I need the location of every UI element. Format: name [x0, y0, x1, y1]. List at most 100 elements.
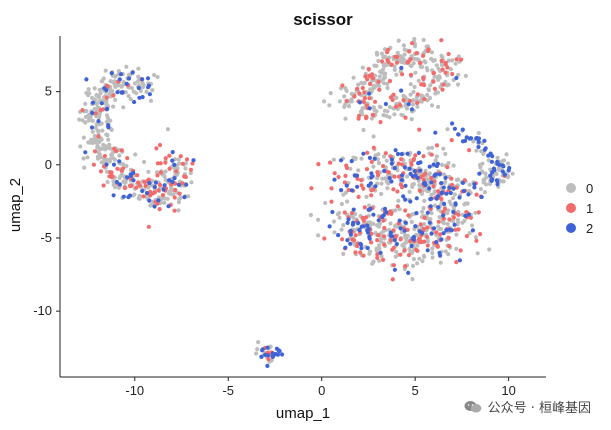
point-group-0	[376, 161, 381, 166]
point-group-1	[180, 161, 185, 166]
point-group-2	[156, 198, 161, 203]
point-group-2	[330, 209, 335, 215]
point-group-0	[323, 200, 328, 206]
point-group-0	[134, 91, 139, 96]
point-group-2	[120, 90, 125, 95]
point-group-1	[102, 153, 107, 159]
point-group-1	[439, 58, 444, 64]
point-group-0	[83, 120, 88, 125]
point-group-0	[392, 67, 397, 72]
point-group-0	[456, 72, 461, 77]
legend-key-2	[566, 223, 576, 233]
point-group-1	[362, 90, 367, 95]
point-group-0	[343, 116, 348, 121]
point-group-0	[411, 98, 416, 103]
point-group-0	[118, 174, 123, 179]
point-group-0	[465, 201, 470, 206]
point-group-0	[432, 190, 437, 195]
point-group-2	[84, 77, 89, 82]
point-group-0	[346, 104, 352, 109]
point-group-2	[263, 352, 268, 357]
point-group-1	[390, 277, 395, 282]
point-group-2	[275, 352, 281, 357]
point-group-0	[126, 93, 131, 99]
point-group-0	[445, 127, 450, 132]
point-group-0	[348, 166, 353, 171]
point-group-2	[89, 125, 95, 130]
point-group-2	[365, 223, 370, 228]
point-group-1	[385, 50, 390, 55]
point-group-2	[146, 85, 151, 90]
point-group-2	[490, 177, 495, 182]
point-group-0	[380, 176, 385, 181]
point-group-2	[90, 110, 95, 115]
point-group-1	[478, 232, 483, 237]
point-group-1	[408, 72, 414, 77]
point-group-1	[400, 72, 405, 77]
point-group-1	[366, 66, 371, 72]
point-group-2	[115, 90, 120, 95]
point-group-0	[162, 200, 167, 205]
point-group-2	[111, 162, 117, 167]
axes: -10 -5 0 5 10 5 0 -5 -10	[33, 36, 546, 398]
point-group-2	[105, 106, 110, 111]
point-group-0	[166, 191, 172, 196]
point-group-0	[436, 224, 441, 229]
point-group-1	[438, 232, 443, 237]
point-group-0	[482, 190, 487, 195]
point-group-1	[397, 102, 402, 108]
point-group-1	[108, 170, 113, 175]
point-group-2	[372, 156, 377, 161]
point-group-1	[353, 233, 358, 238]
point-group-1	[436, 219, 441, 224]
point-group-1	[411, 157, 416, 162]
point-group-0	[394, 95, 399, 100]
point-group-0	[343, 86, 348, 91]
point-group-1	[451, 215, 456, 220]
point-group-0	[374, 63, 379, 68]
point-group-2	[118, 72, 124, 77]
point-group-0	[419, 209, 425, 214]
point-group-1	[101, 183, 106, 188]
point-group-2	[400, 173, 405, 178]
point-group-0	[360, 112, 365, 117]
point-group-0	[367, 249, 373, 254]
legend-key-0	[566, 183, 576, 193]
point-group-2	[99, 101, 104, 106]
point-group-1	[155, 201, 160, 206]
x-tick-label: 5	[412, 383, 419, 398]
point-group-0	[396, 38, 401, 43]
point-group-2	[137, 95, 142, 100]
point-group-0	[101, 142, 106, 147]
point-group-1	[369, 240, 374, 245]
point-group-2	[501, 164, 506, 169]
point-group-0	[429, 50, 435, 55]
point-group-1	[382, 225, 387, 231]
point-group-2	[448, 190, 453, 196]
point-group-1	[421, 75, 426, 80]
point-group-0	[445, 211, 450, 216]
point-group-2	[444, 228, 449, 233]
point-group-0	[421, 206, 426, 211]
point-group-0	[376, 58, 381, 64]
point-group-1	[443, 70, 448, 75]
point-group-2	[383, 101, 388, 107]
point-group-0	[386, 180, 391, 185]
point-group-1	[388, 95, 393, 100]
point-group-0	[360, 65, 365, 70]
point-group-0	[364, 194, 369, 199]
point-group-2	[136, 85, 141, 91]
point-group-1	[167, 153, 172, 158]
point-group-2	[443, 175, 448, 180]
point-group-0	[426, 146, 431, 151]
point-group-0	[379, 191, 384, 197]
point-group-1	[355, 244, 360, 249]
point-group-2	[382, 168, 387, 173]
point-group-0	[504, 152, 509, 157]
point-group-2	[121, 194, 126, 199]
point-group-1	[356, 113, 362, 118]
point-group-1	[458, 248, 463, 253]
legend-label-1: 1	[586, 201, 593, 216]
point-group-2	[470, 228, 475, 233]
point-group-0	[168, 185, 174, 190]
